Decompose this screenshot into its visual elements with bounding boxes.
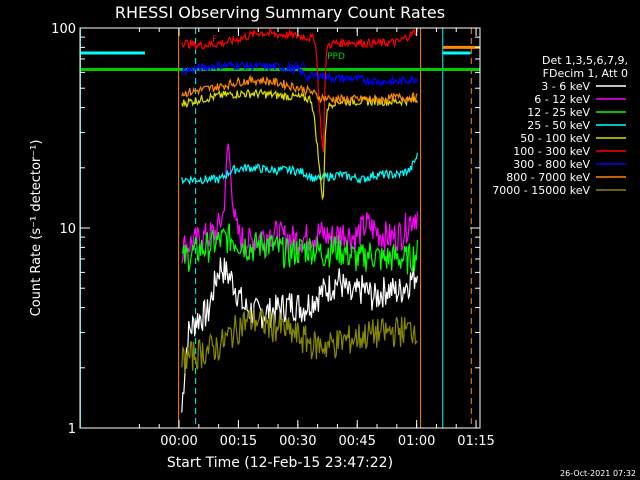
legend-label-5: 100 - 300 keV (513, 145, 590, 158)
annotation-2: PPD (327, 52, 345, 62)
series-line-5 (181, 28, 418, 152)
series-line-6 (181, 60, 418, 88)
series-line-2 (181, 223, 418, 275)
legend-label-6: 300 - 800 keV (513, 158, 590, 171)
x-axis-label: Start Time (12-Feb-15 23:47:22) (167, 455, 393, 471)
legend-label-7: 800 - 7000 keV (506, 171, 590, 184)
x-tick-label-0: 00:00 (160, 434, 197, 449)
legend-label-8: 7000 - 15000 keV (492, 184, 590, 197)
x-tick-label-5: 01:15 (457, 434, 494, 449)
series-line-4 (181, 88, 418, 201)
footer-timestamp: 26-Oct-2021 07:32 (560, 469, 636, 478)
legend-label-2: 12 - 25 keV (527, 106, 590, 119)
y-axis-label: Count Rate (s⁻¹ detector⁻¹) (29, 140, 44, 317)
plot-area: F SAA PPD (79, 27, 481, 429)
annotation-0: F (212, 35, 217, 45)
legend-header-line-1: Det 1,3,5,6,7,9, (542, 54, 628, 67)
chart-title: RHESSI Observing Summary Count Rates (115, 3, 445, 22)
legend: Det 1,3,5,6,7,9, FDecim 1, Att 0 3 - 6 k… (492, 54, 628, 197)
legend-header-line-2: FDecim 1, Att 0 (543, 67, 628, 80)
y-tick-label-0: 1 (68, 422, 76, 437)
x-tick-label-4: 01:00 (398, 434, 435, 449)
legend-label-3: 25 - 50 keV (527, 119, 590, 132)
legend-label-0: 3 - 6 keV (541, 80, 590, 93)
x-tick-label-2: 00:30 (279, 434, 316, 449)
x-tick-label-1: 00:15 (220, 434, 257, 449)
series-line-7 (181, 74, 418, 106)
series-line-3 (181, 152, 418, 186)
annotation-1: SAA (288, 61, 307, 71)
series-line-0 (181, 257, 418, 413)
series-line-8 (181, 307, 418, 374)
legend-label-4: 50 - 100 keV (520, 132, 590, 145)
y-tick-label-2: 100 (51, 22, 76, 37)
x-tick-label-3: 00:45 (338, 434, 375, 449)
legend-label-1: 6 - 12 keV (534, 93, 590, 106)
y-tick-label-1: 10 (59, 222, 76, 237)
